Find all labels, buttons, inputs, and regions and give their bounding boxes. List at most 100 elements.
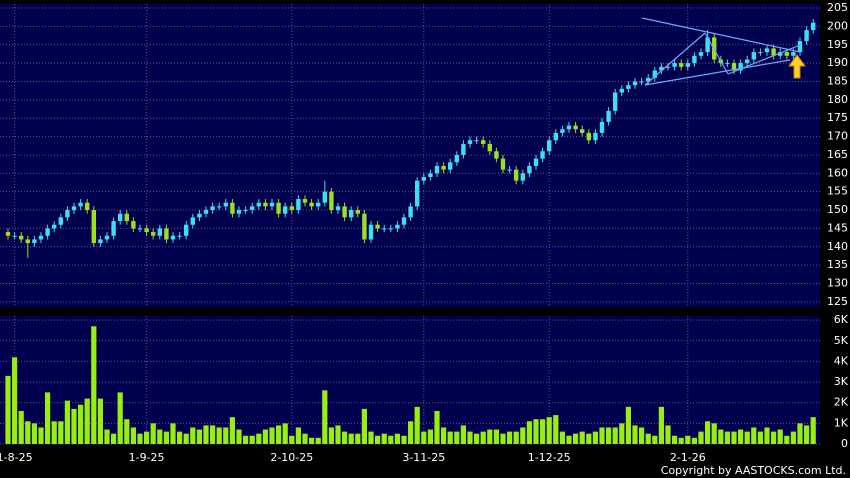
- volume-bar: [315, 437, 321, 444]
- candle-body: [355, 210, 360, 214]
- volume-bar: [25, 421, 31, 444]
- candle-body: [415, 180, 420, 207]
- volume-bar: [157, 429, 163, 444]
- volume-bar: [573, 433, 579, 444]
- candle-body: [613, 92, 618, 111]
- candle-body: [593, 132, 598, 141]
- candle-body: [230, 202, 235, 214]
- candle-body: [395, 224, 400, 229]
- volume-bar: [401, 435, 407, 444]
- y-tick-label: 180: [827, 93, 848, 106]
- x-tick-label: 1-9-25: [129, 451, 165, 464]
- volume-bar: [111, 433, 117, 444]
- volume-bar: [804, 425, 810, 444]
- candle-body: [573, 125, 578, 130]
- candle-body: [118, 213, 123, 222]
- candle-body: [302, 199, 308, 203]
- trendline: [641, 17, 801, 53]
- volume-bar: [586, 433, 592, 444]
- candle-body: [197, 213, 202, 218]
- candle-body: [184, 224, 189, 236]
- candle-body: [269, 202, 275, 207]
- volume-bar: [223, 427, 229, 444]
- candle-body: [368, 224, 374, 240]
- candle-body: [771, 48, 776, 56]
- volume-bar: [295, 427, 301, 444]
- volume-bar: [797, 423, 803, 444]
- volume-bar: [282, 423, 288, 444]
- volume-bar: [771, 431, 777, 444]
- volume-bar: [328, 427, 334, 444]
- volume-bar: [236, 429, 242, 444]
- volume-bar: [78, 404, 84, 444]
- candle-body: [626, 85, 631, 89]
- candle-body: [428, 173, 433, 177]
- volume-bar: [137, 433, 143, 444]
- copyright: Copyright by AASTOCKS.com Ltd.: [661, 464, 846, 477]
- volume-bar: [130, 427, 136, 444]
- volume-bar: [97, 398, 103, 444]
- candle-body: [560, 129, 565, 133]
- volume-bar: [447, 431, 453, 444]
- volume-bar: [408, 421, 414, 444]
- volume-bar: [355, 433, 361, 444]
- volume-bar: [810, 417, 816, 444]
- volume-bar: [414, 406, 420, 444]
- volume-bar: [738, 429, 744, 444]
- candle-body: [283, 206, 288, 214]
- volume-bar: [269, 427, 275, 444]
- candle-body: [705, 37, 710, 53]
- y-tick-label: 155: [827, 185, 848, 198]
- candle-body: [190, 217, 195, 225]
- volume-bar: [12, 357, 18, 444]
- volume-bar: [612, 427, 618, 444]
- trendlines: [641, 17, 801, 86]
- volume-bar: [64, 400, 70, 444]
- volume-bar: [394, 433, 400, 444]
- candle-body: [487, 143, 492, 152]
- candle-body: [296, 199, 301, 211]
- candle-body: [619, 88, 624, 93]
- volume-bar: [632, 425, 638, 444]
- candle-body: [335, 206, 341, 211]
- volume-bar: [606, 427, 612, 444]
- volume-bar: [381, 433, 387, 444]
- candle-body: [784, 52, 789, 56]
- volume-bar: [190, 427, 196, 444]
- candle-body: [679, 63, 684, 67]
- candle-body: [362, 213, 367, 240]
- volume-bar: [487, 429, 493, 444]
- candle-body: [586, 132, 591, 141]
- volume-bar: [731, 431, 737, 444]
- candle-body: [632, 81, 638, 86]
- candle-body: [434, 165, 440, 174]
- candle-body: [520, 173, 525, 181]
- candle-body: [210, 206, 215, 211]
- volume-bar: [645, 433, 651, 444]
- volume-bar: [256, 433, 262, 444]
- volume-bar: [559, 431, 565, 444]
- volume-bar: [672, 435, 678, 444]
- candle-body: [454, 154, 459, 163]
- volume-bar: [388, 435, 394, 444]
- volume-bar: [790, 431, 796, 444]
- candle-body: [791, 52, 796, 56]
- y-tick-label: 190: [827, 56, 848, 69]
- volume-bar: [144, 431, 150, 444]
- y-tick-label: 0: [841, 437, 848, 450]
- candle-body: [19, 235, 24, 240]
- candle-body: [566, 125, 572, 130]
- price-panel: [0, 4, 820, 307]
- candle-body: [217, 206, 222, 208]
- y-tick-label: 145: [827, 221, 848, 234]
- candle-body: [157, 228, 162, 236]
- volume-bar: [427, 429, 433, 444]
- candle-body: [500, 158, 506, 170]
- candle-body: [646, 77, 651, 82]
- x-tick-label: 1-12-25: [528, 451, 571, 464]
- volume-bar: [203, 425, 209, 444]
- candle-body: [494, 151, 499, 159]
- volume-bar: [546, 417, 552, 444]
- volume-bar: [421, 431, 427, 444]
- candle-body: [580, 129, 585, 133]
